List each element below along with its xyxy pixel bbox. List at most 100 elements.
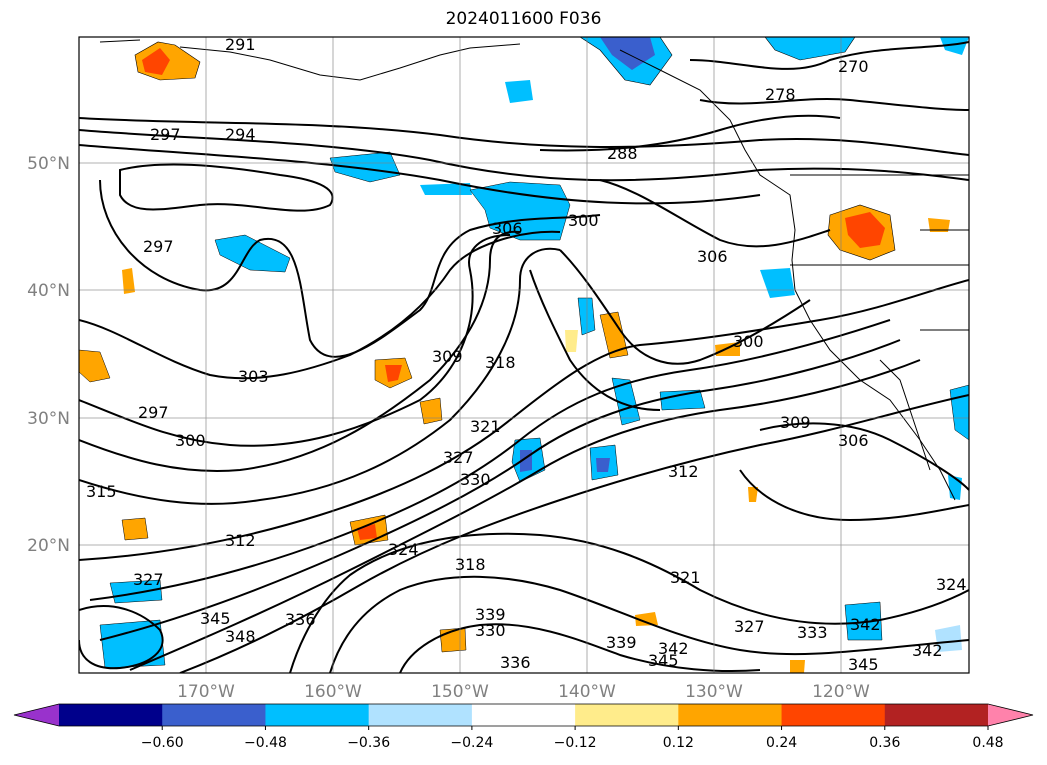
map-border xyxy=(78,36,970,674)
contour-label: 327 xyxy=(734,617,765,636)
contour-line xyxy=(79,144,761,205)
colorbar-tick-label: 0.24 xyxy=(766,735,797,751)
contour-label: 312 xyxy=(668,462,699,481)
contour-label: 318 xyxy=(485,353,516,372)
contour-line xyxy=(79,230,561,380)
contour-line xyxy=(129,359,921,671)
lon-label-120w: 120°W xyxy=(812,682,870,702)
shade-positive xyxy=(599,311,629,359)
shade-positive xyxy=(928,218,950,232)
colorbar-cell xyxy=(368,704,473,726)
contour-line xyxy=(699,97,969,111)
contour-label: 324 xyxy=(388,540,419,559)
contour-label: 270 xyxy=(838,57,869,76)
contour-label: 342 xyxy=(658,639,689,658)
contour-label: 330 xyxy=(475,621,506,640)
shade-positive xyxy=(565,330,578,352)
contour-label: 318 xyxy=(455,555,486,574)
colorbar-extend-high xyxy=(988,704,1033,726)
contour-label: 315 xyxy=(86,482,117,501)
contour-label: 321 xyxy=(670,568,701,587)
contour-line xyxy=(529,269,661,411)
coastline xyxy=(619,49,956,501)
map-title: 2024011600 F036 xyxy=(445,9,602,29)
shade-negative xyxy=(420,183,472,195)
map-background xyxy=(79,37,969,673)
lon-label-130w: 130°W xyxy=(685,682,743,702)
contour-label: 312 xyxy=(225,531,256,550)
contour-line xyxy=(89,319,891,601)
graticule xyxy=(79,37,969,673)
colorbar-cell xyxy=(162,704,266,726)
contour-line xyxy=(79,234,511,447)
shade-negative xyxy=(596,458,610,472)
contour-label: 333 xyxy=(797,623,828,642)
contour-label: 339 xyxy=(606,633,637,652)
colorbar-tick-label: 0.48 xyxy=(972,735,1003,751)
colorbar-cell xyxy=(265,704,370,726)
colorbar-cell xyxy=(575,704,679,726)
contour-label: 294 xyxy=(225,125,256,144)
colorbar-cell xyxy=(884,704,989,726)
longitude-labels: 170°W 160°W 150°W 140°W 130°W 120°W xyxy=(177,682,870,702)
contour-line xyxy=(599,179,831,248)
contour-label: 330 xyxy=(460,470,491,489)
shade-positive xyxy=(79,349,111,383)
map-panel: 291 297 294 288 270 278 300 306 297 306 … xyxy=(78,35,970,674)
coastline xyxy=(790,174,969,331)
contour-line xyxy=(329,575,969,673)
lat-label-30n: 30°N xyxy=(27,409,70,429)
lat-label-40n: 40°N xyxy=(27,281,70,301)
shade-negative xyxy=(940,37,969,55)
contour-label: 345 xyxy=(648,651,679,670)
contours xyxy=(79,41,969,673)
contour-line xyxy=(759,422,969,491)
shade-negative xyxy=(760,268,795,298)
contour-label: 345 xyxy=(200,609,231,628)
contour-label: 306 xyxy=(697,247,728,266)
contour-line xyxy=(79,247,561,505)
contour-label: 306 xyxy=(838,431,869,450)
shade-negative xyxy=(844,601,883,641)
shade-negative xyxy=(214,234,291,273)
colorbar-tick-label: −0.24 xyxy=(450,735,493,751)
contour-label: 324 xyxy=(936,575,967,594)
colorbar-extend-low xyxy=(14,704,59,726)
contour-label: 306 xyxy=(492,219,523,238)
contour-label: 345 xyxy=(848,655,879,674)
contour-line xyxy=(399,623,761,673)
colorbar-outline xyxy=(13,703,1034,727)
colorbar-tick-label: −0.12 xyxy=(554,735,597,751)
contour-label: 288 xyxy=(607,144,638,163)
contour-label: 339 xyxy=(475,605,506,624)
colorbar-tick-label: 0.12 xyxy=(663,735,694,751)
contour-label: 291 xyxy=(225,35,256,54)
shade-positive xyxy=(385,365,402,382)
shade-positive xyxy=(142,48,170,75)
shade-negative xyxy=(764,37,856,61)
contour-label: 297 xyxy=(138,403,169,422)
contour-label: 342 xyxy=(912,641,943,660)
contour-line xyxy=(689,41,969,70)
shade-positive xyxy=(121,517,149,541)
contour-label: 348 xyxy=(225,627,256,646)
colorbar-tick-label: 0.36 xyxy=(869,735,900,751)
colorbar: −0.60 −0.48 −0.36 −0.24 −0.12 0.12 0.24 0.36 0.4… xyxy=(13,703,1034,751)
contour-label: 327 xyxy=(443,448,474,467)
contour-label: 297 xyxy=(150,125,181,144)
shade-negative xyxy=(935,625,962,652)
shade-positive xyxy=(845,212,885,248)
shade-positive xyxy=(419,397,443,425)
contour-label: 336 xyxy=(285,610,316,629)
latitude-labels: 50°N 40°N 30°N 20°N xyxy=(27,154,70,556)
lon-label-140w: 140°W xyxy=(558,682,616,702)
contour-line xyxy=(99,179,601,358)
contour-label: 300 xyxy=(175,431,206,450)
contour-label: 303 xyxy=(238,367,269,386)
contour-labels: 291 297 294 288 270 278 300 306 297 306 … xyxy=(86,35,967,674)
colorbar-tick-label: −0.48 xyxy=(244,735,287,751)
contour-label: 342 xyxy=(850,615,881,634)
contour-line xyxy=(99,339,901,641)
contour-line xyxy=(739,469,969,522)
